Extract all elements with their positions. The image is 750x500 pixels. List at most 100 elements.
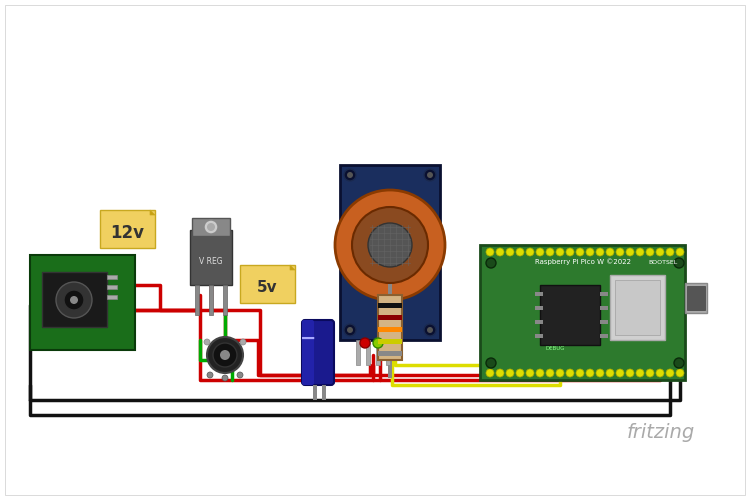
Bar xyxy=(30,255,135,350)
Circle shape xyxy=(486,258,496,268)
FancyBboxPatch shape xyxy=(302,320,314,385)
Polygon shape xyxy=(100,210,155,248)
Circle shape xyxy=(626,248,634,256)
Circle shape xyxy=(207,223,215,231)
Circle shape xyxy=(344,324,356,336)
Circle shape xyxy=(213,343,237,367)
Circle shape xyxy=(344,169,356,181)
Circle shape xyxy=(616,248,624,256)
Circle shape xyxy=(656,369,664,377)
Circle shape xyxy=(576,248,584,256)
Circle shape xyxy=(496,248,504,256)
Bar xyxy=(600,334,608,338)
Circle shape xyxy=(656,248,664,256)
Circle shape xyxy=(424,324,436,336)
Bar xyxy=(600,292,608,296)
Circle shape xyxy=(676,248,684,256)
Bar xyxy=(366,340,370,365)
Circle shape xyxy=(486,358,496,368)
Bar xyxy=(388,360,392,378)
Bar xyxy=(378,327,402,332)
Circle shape xyxy=(666,369,674,377)
Circle shape xyxy=(596,369,604,377)
Text: V REG: V REG xyxy=(200,258,223,266)
Circle shape xyxy=(207,372,213,378)
Bar xyxy=(610,275,665,340)
Polygon shape xyxy=(150,210,155,215)
Bar xyxy=(615,280,660,335)
Circle shape xyxy=(546,369,554,377)
Text: BOOTSEL: BOOTSEL xyxy=(648,260,677,264)
Circle shape xyxy=(596,248,604,256)
Bar xyxy=(378,351,402,356)
Polygon shape xyxy=(240,265,295,303)
Bar xyxy=(378,303,402,308)
Circle shape xyxy=(556,369,564,377)
Circle shape xyxy=(556,248,564,256)
Circle shape xyxy=(486,369,494,377)
Bar xyxy=(107,275,117,279)
Circle shape xyxy=(506,248,514,256)
Bar xyxy=(535,306,543,310)
FancyBboxPatch shape xyxy=(302,320,334,385)
Circle shape xyxy=(636,369,644,377)
Circle shape xyxy=(674,358,684,368)
Circle shape xyxy=(566,369,574,377)
Circle shape xyxy=(240,339,246,345)
Text: fritzing: fritzing xyxy=(627,422,695,442)
Bar xyxy=(223,285,227,315)
Circle shape xyxy=(335,190,445,300)
Circle shape xyxy=(636,248,644,256)
Bar xyxy=(195,285,199,315)
Bar xyxy=(192,218,230,236)
Circle shape xyxy=(496,369,504,377)
Circle shape xyxy=(526,248,534,256)
Circle shape xyxy=(352,207,428,283)
Bar xyxy=(378,295,402,360)
Circle shape xyxy=(586,369,594,377)
Circle shape xyxy=(566,248,574,256)
Circle shape xyxy=(373,338,383,348)
Circle shape xyxy=(204,339,210,345)
Bar xyxy=(313,385,317,400)
Circle shape xyxy=(546,248,554,256)
Circle shape xyxy=(646,369,654,377)
Text: 5v: 5v xyxy=(256,280,278,294)
Circle shape xyxy=(204,220,218,234)
Text: −: − xyxy=(300,328,316,347)
Bar xyxy=(356,340,360,365)
Bar xyxy=(535,292,543,296)
Circle shape xyxy=(666,248,674,256)
Circle shape xyxy=(586,248,594,256)
Circle shape xyxy=(360,338,370,348)
Circle shape xyxy=(347,172,353,178)
Circle shape xyxy=(237,372,243,378)
Circle shape xyxy=(64,290,84,310)
Circle shape xyxy=(486,248,494,256)
Circle shape xyxy=(674,258,684,268)
Circle shape xyxy=(70,296,78,304)
Bar xyxy=(600,306,608,310)
Circle shape xyxy=(427,327,433,333)
Circle shape xyxy=(427,172,433,178)
Bar xyxy=(535,334,543,338)
Polygon shape xyxy=(290,265,295,270)
Circle shape xyxy=(516,369,524,377)
Bar xyxy=(107,295,117,299)
Bar xyxy=(209,285,213,315)
Circle shape xyxy=(606,248,614,256)
Bar xyxy=(42,272,107,327)
Circle shape xyxy=(222,375,228,381)
Bar xyxy=(340,165,440,340)
Circle shape xyxy=(536,369,544,377)
Bar xyxy=(378,339,402,344)
Bar xyxy=(378,315,402,320)
Circle shape xyxy=(506,369,514,377)
Circle shape xyxy=(536,248,544,256)
Text: DEBUG: DEBUG xyxy=(545,346,565,352)
Circle shape xyxy=(368,223,412,267)
Circle shape xyxy=(626,369,634,377)
Circle shape xyxy=(424,169,436,181)
Circle shape xyxy=(606,369,614,377)
Circle shape xyxy=(676,369,684,377)
